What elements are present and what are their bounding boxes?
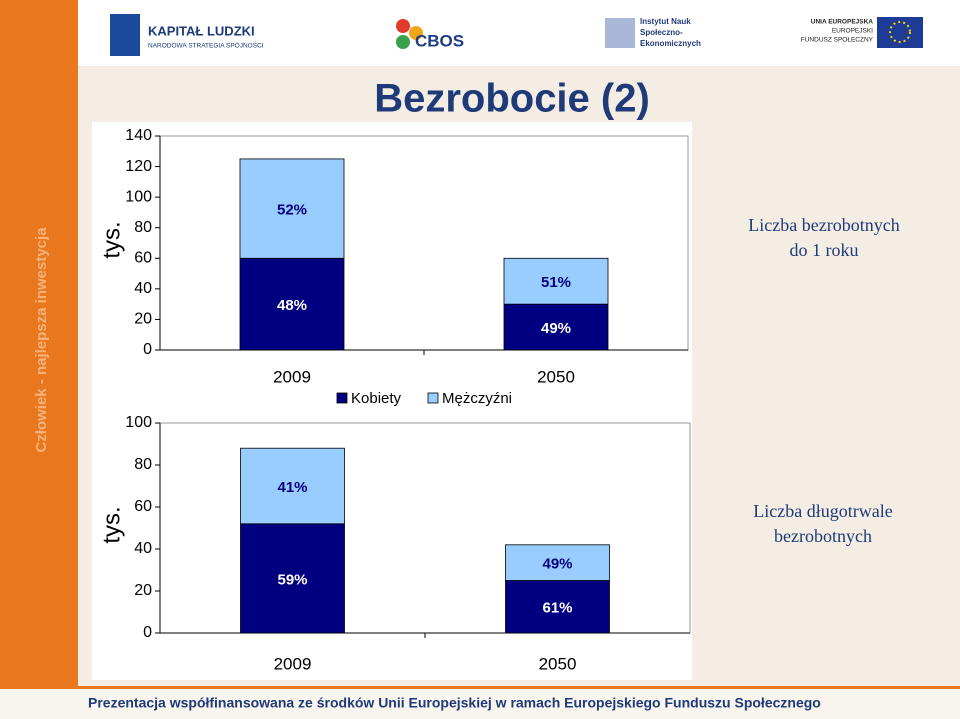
footer-text: Prezentacja współfinansowana ze środków …: [88, 695, 821, 711]
caption: do 1 roku: [790, 240, 859, 260]
segment-label: 48%: [277, 297, 307, 314]
logo-icon: [409, 26, 423, 40]
caption: Liczba długotrwale: [753, 501, 892, 521]
y-tick-label: 120: [125, 158, 152, 175]
caption: bezrobotnych: [774, 526, 872, 546]
x-tick-label: 2050: [537, 367, 575, 386]
y-tick-label: 60: [134, 250, 152, 267]
x-tick-label: 2050: [539, 654, 577, 673]
bar-segment: [505, 580, 610, 634]
y-tick-label: 60: [134, 498, 152, 515]
y-tick-label: 20: [134, 311, 152, 328]
slide-title: Bezrobocie (2): [374, 77, 650, 121]
legend-swatch: [336, 392, 348, 404]
y-tick-label: 140: [125, 127, 152, 144]
logo-icon: [396, 35, 410, 49]
y-tick-label: 0: [143, 341, 152, 358]
y-tick-label: 40: [134, 540, 152, 557]
logo-text: Ekonomicznych: [640, 39, 701, 48]
footer-rule: [0, 686, 960, 689]
bar-segment: [503, 257, 609, 305]
logo-icon: [110, 14, 140, 56]
y-tick-label: 40: [134, 280, 152, 297]
legend-swatch: [427, 392, 439, 404]
segment-label: 59%: [277, 571, 307, 588]
legend-label: Kobiety: [351, 390, 402, 407]
header-bar: [0, 0, 960, 66]
logo-icon: [396, 19, 410, 33]
logo-text: UNIA EUROPEJSKA: [811, 19, 874, 26]
bar-segment: [505, 544, 610, 581]
segment-label: 41%: [277, 479, 307, 496]
segment-label: 52%: [277, 202, 307, 219]
y-tick-label: 80: [134, 219, 152, 236]
logo-text: Społeczno-: [640, 28, 683, 37]
logo-text: FUNDUSZ SPOŁECZNY: [801, 37, 874, 44]
logo-text: EUROPEJSKI: [832, 28, 873, 35]
y-axis-label: tys.: [98, 506, 125, 543]
y-tick-label: 80: [134, 456, 152, 473]
y-tick-label: 100: [125, 188, 152, 205]
footer-bar: [0, 689, 960, 719]
bar-segment: [240, 447, 345, 525]
y-axis-label: tys.: [98, 221, 125, 258]
logo-icon: [605, 18, 635, 48]
logo-text: Instytut Nauk: [640, 17, 691, 26]
x-tick-label: 2009: [273, 367, 311, 386]
segment-label: 61%: [542, 600, 572, 617]
bar-segment: [239, 158, 345, 259]
bar-segment: [239, 257, 345, 351]
legend-label: Mężczyźni: [442, 390, 512, 407]
bar-segment: [240, 523, 345, 634]
logo-text: KAPITAŁ LUDZKI: [148, 23, 255, 38]
logo-text: NARODOWA STRATEGIA SPÓJNOŚCI: [148, 41, 264, 50]
caption: Liczba bezrobotnych: [748, 215, 899, 235]
segment-label: 51%: [541, 274, 571, 291]
y-tick-label: 0: [143, 624, 152, 641]
sidebar: [0, 0, 78, 690]
y-tick-label: 100: [125, 414, 152, 431]
eu-stars: [889, 21, 911, 43]
logo-text: CBOS: [415, 31, 464, 50]
segment-label: 49%: [541, 320, 571, 337]
x-tick-label: 2009: [274, 654, 312, 673]
y-tick-label: 20: [134, 582, 152, 599]
sidebar-text: Człowiek - najlepsza inwestycja: [33, 227, 50, 453]
segment-label: 49%: [542, 556, 572, 573]
